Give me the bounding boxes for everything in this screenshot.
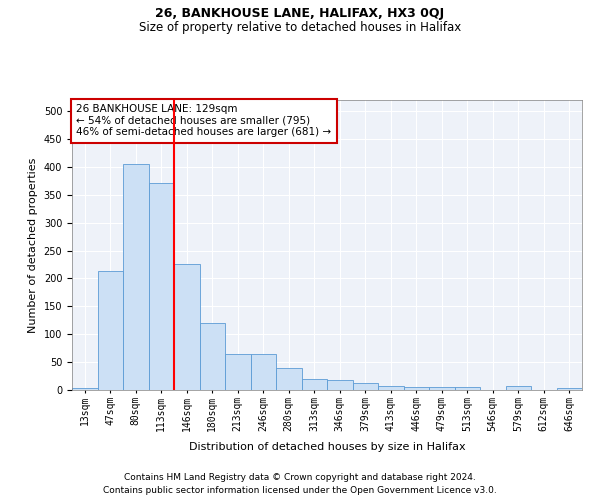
Y-axis label: Number of detached properties: Number of detached properties — [28, 158, 38, 332]
Text: 26 BANKHOUSE LANE: 129sqm
← 54% of detached houses are smaller (795)
46% of semi: 26 BANKHOUSE LANE: 129sqm ← 54% of detac… — [76, 104, 331, 138]
Bar — [174, 264, 199, 390]
Bar — [429, 387, 455, 390]
Text: 26, BANKHOUSE LANE, HALIFAX, HX3 0QJ: 26, BANKHOUSE LANE, HALIFAX, HX3 0QJ — [155, 8, 445, 20]
Bar — [378, 386, 404, 390]
Bar — [327, 380, 353, 390]
Text: Size of property relative to detached houses in Halifax: Size of property relative to detached ho… — [139, 21, 461, 34]
Bar — [455, 387, 480, 390]
Bar — [251, 354, 276, 390]
Bar — [225, 354, 251, 390]
Bar — [557, 388, 582, 390]
Bar — [97, 270, 123, 390]
Bar — [302, 380, 327, 390]
Text: Distribution of detached houses by size in Halifax: Distribution of detached houses by size … — [188, 442, 466, 452]
Bar — [276, 368, 302, 390]
Text: Contains public sector information licensed under the Open Government Licence v3: Contains public sector information licen… — [103, 486, 497, 495]
Bar — [505, 386, 531, 390]
Bar — [353, 383, 378, 390]
Bar — [123, 164, 149, 390]
Text: Contains HM Land Registry data © Crown copyright and database right 2024.: Contains HM Land Registry data © Crown c… — [124, 472, 476, 482]
Bar — [199, 323, 225, 390]
Bar — [404, 386, 429, 390]
Bar — [72, 388, 97, 390]
Bar — [149, 182, 174, 390]
